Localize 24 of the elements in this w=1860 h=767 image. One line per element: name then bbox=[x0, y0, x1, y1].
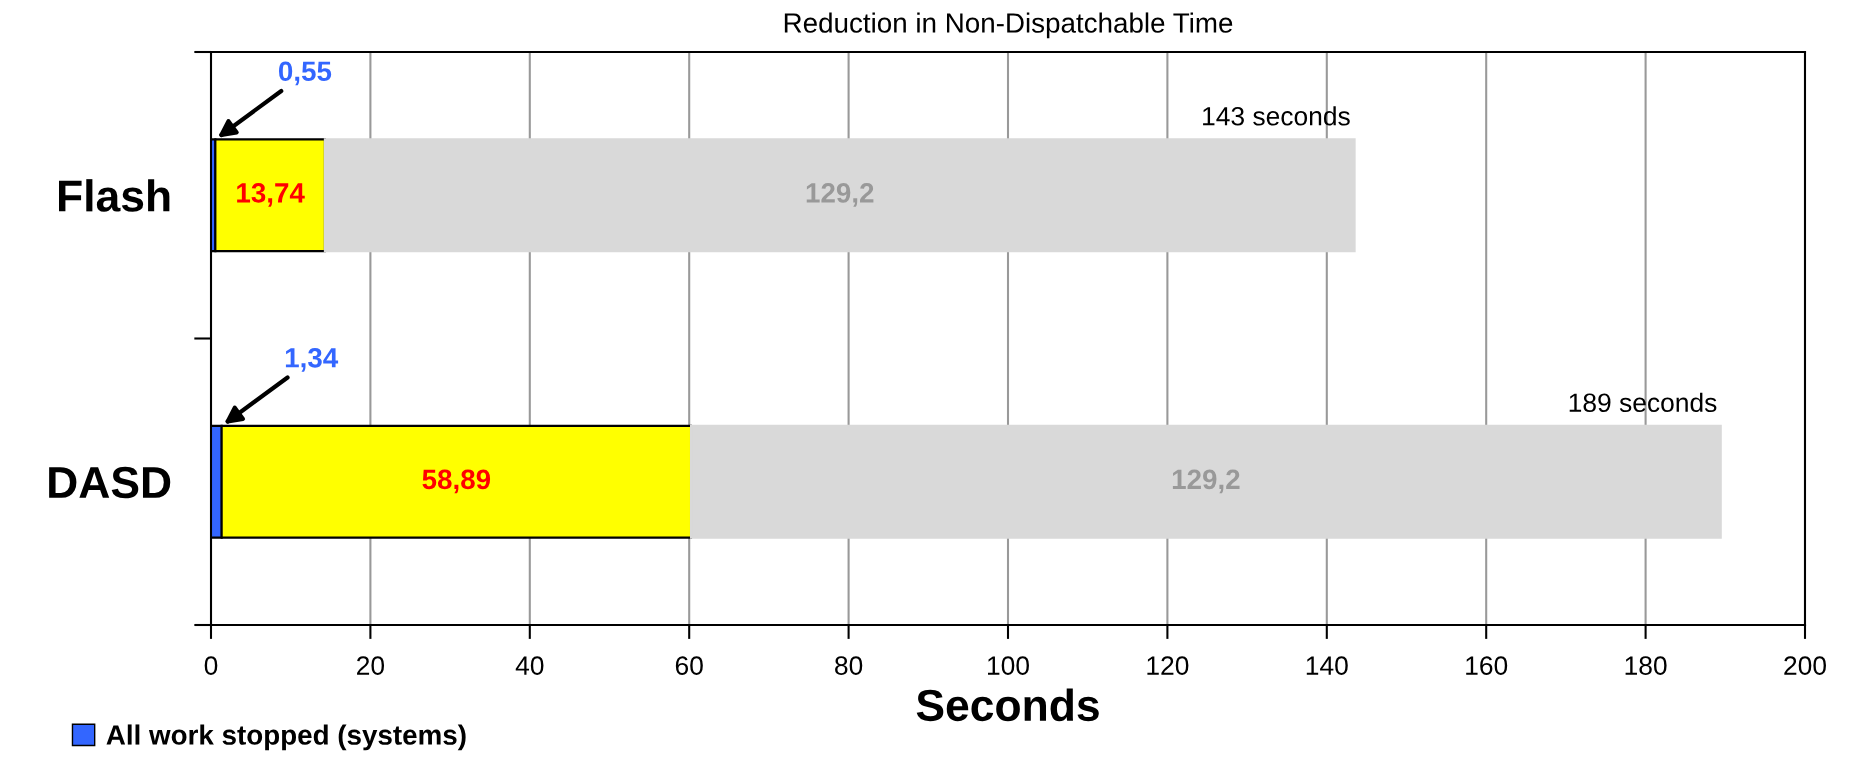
annotation: 143 seconds bbox=[1203, 106, 1350, 126]
x-tick-label: 100 bbox=[988, 656, 1029, 675]
data-label: 129,2 bbox=[1172, 469, 1240, 494]
y-tick-label: Flash bbox=[59, 179, 170, 212]
annotation: 189 seconds bbox=[1569, 392, 1717, 413]
x-tick-label: 80 bbox=[835, 656, 863, 675]
data-label: 129,2 bbox=[806, 183, 874, 207]
data-label: 58,89 bbox=[422, 469, 491, 494]
x-axis-title: Seconds bbox=[916, 688, 1099, 722]
data-label: 0,55 bbox=[278, 61, 332, 86]
x-tick-label: 180 bbox=[1625, 656, 1667, 675]
x-tick-label: 40 bbox=[515, 656, 544, 675]
legend-label: All work stopped (systems) bbox=[106, 724, 466, 751]
x-tick-label: 120 bbox=[1147, 656, 1189, 675]
data-label: 1,34 bbox=[285, 347, 339, 372]
x-tick-label: 160 bbox=[1466, 656, 1508, 675]
x-tick-label: 20 bbox=[357, 656, 385, 675]
x-tick-label: 200 bbox=[1784, 656, 1826, 675]
chart-title: Reduction in Non-Dispatchable Time bbox=[784, 12, 1233, 39]
x-tick-label: 0 bbox=[204, 656, 218, 675]
x-tick-label: 60 bbox=[675, 656, 703, 675]
x-tick-label: 140 bbox=[1306, 656, 1348, 675]
y-tick-label: DASD bbox=[49, 466, 171, 499]
data-label: 13,74 bbox=[237, 183, 305, 207]
